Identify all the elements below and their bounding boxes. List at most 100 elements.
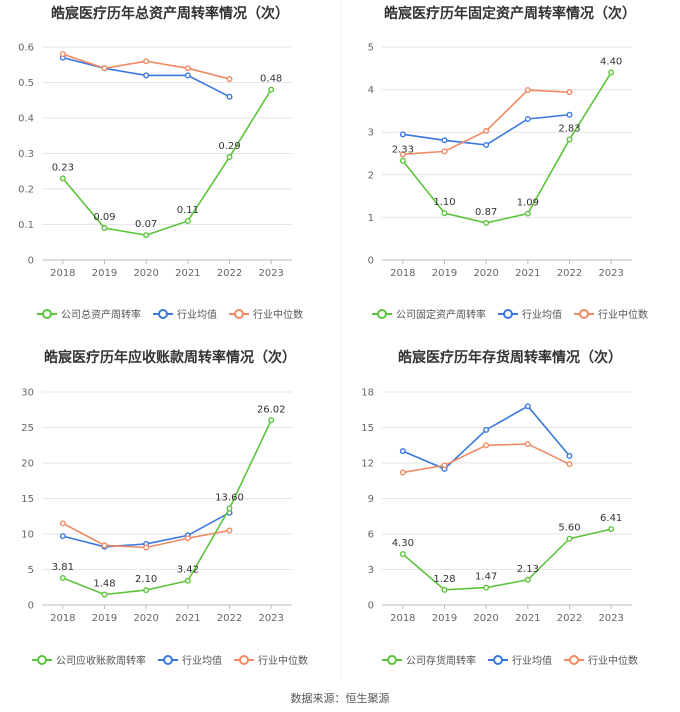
x-tick-label: 2023: [258, 268, 283, 279]
x-tick-label: 2022: [217, 268, 242, 279]
x-tick-label: 2020: [473, 613, 498, 624]
legend-item-median[interactable]: 行业中位数: [574, 306, 648, 321]
data-source: 数据来源：恒生聚源: [290, 692, 390, 705]
y-tick-label: 15: [361, 423, 374, 434]
series-line-avg: [402, 405, 571, 470]
panel-separator: [340, 0, 341, 680]
y-tick-label: 5: [368, 43, 374, 54]
y-tick-label: 3: [368, 565, 374, 576]
chart-legend: 公司应收账款周转率 行业均值 行业中位数: [0, 652, 340, 667]
data-point-median: [483, 127, 490, 134]
chart-legend: 公司固定资产周转率 行业均值 行业中位数: [340, 306, 680, 321]
data-point-median: [524, 441, 531, 448]
y-tick-label: 0.1: [18, 220, 34, 231]
legend-label: 行业均值: [512, 656, 552, 667]
legend-item-median[interactable]: 行业中位数: [234, 652, 308, 667]
data-point-median: [483, 442, 490, 449]
data-point-company: [399, 551, 406, 558]
data-point-company: [483, 219, 490, 226]
legend-item-company[interactable]: 公司固定资产周转率: [372, 306, 486, 321]
data-point-avg: [524, 403, 531, 410]
y-tick-label: 4: [368, 85, 374, 96]
y-tick-label: 25: [21, 423, 34, 434]
data-point-median: [184, 535, 191, 542]
legend-swatch: [37, 308, 57, 319]
legend-label: 行业中位数: [598, 310, 648, 321]
data-point-median: [566, 89, 573, 96]
data-label: 4.40: [600, 57, 622, 68]
x-tick-label: 2018: [390, 268, 415, 279]
y-tick-label: 12: [361, 459, 374, 470]
data-point-company: [524, 210, 531, 217]
x-tick-label: 2021: [175, 613, 200, 624]
data-label: 0.87: [475, 207, 497, 218]
legend-item-median[interactable]: 行业中位数: [229, 306, 303, 321]
legend-label: 公司总资产周转率: [61, 310, 141, 321]
data-label: 0.29: [218, 141, 240, 152]
data-point-median: [101, 65, 108, 72]
y-tick-label: 0: [368, 601, 374, 612]
x-tick-label: 2020: [133, 268, 158, 279]
x-tick-label: 2019: [92, 613, 117, 624]
y-tick-label: 0: [28, 601, 34, 612]
data-point-avg: [483, 426, 490, 433]
legend-label: 行业中位数: [258, 656, 308, 667]
legend-swatch: [158, 654, 178, 665]
chart-title: 皓宸医疗历年固定资产周转率情况（次）: [384, 6, 636, 22]
data-point-median: [101, 542, 108, 549]
y-tick-label: 2: [368, 170, 374, 181]
series-line-company: [402, 528, 612, 591]
receivables-turnover-chart: 皓宸医疗历年应收账款周转率情况（次） 0 5 10 15 20 25 30 2018 2019 2…: [0, 345, 340, 685]
data-point-company: [184, 217, 191, 224]
x-tick-label: 2019: [432, 613, 457, 624]
y-tick-label: 3: [368, 128, 374, 139]
x-tick-label: 2021: [515, 613, 540, 624]
data-point-company: [226, 154, 233, 161]
legend-swatch: [234, 654, 254, 665]
legend-label: 行业均值: [177, 310, 217, 321]
fixed-asset-turnover-chart: 皓宸医疗历年固定资产周转率情况（次） 0 1 2 3 4 5 2018 2019 2020 202…: [340, 0, 680, 340]
data-point-median: [143, 58, 150, 65]
series-line-company: [402, 72, 612, 224]
y-tick-label: 0.3: [18, 149, 34, 160]
legend-swatch: [382, 654, 402, 665]
chart-plot: 0 1 2 3 4 5 2018 2019 2020 2021 2022 2023 2.33 1.10 0.…: [368, 43, 632, 279]
legend-item-avg[interactable]: 行业均值: [488, 652, 552, 667]
legend-label: 行业中位数: [253, 310, 303, 321]
legend-item-median[interactable]: 行业中位数: [564, 652, 638, 667]
legend-item-avg[interactable]: 行业均值: [153, 306, 217, 321]
y-tick-label: 0.4: [18, 114, 34, 125]
data-label: 0.48: [260, 74, 282, 85]
data-point-avg: [143, 72, 150, 79]
data-point-median: [524, 87, 531, 94]
legend-label: 行业均值: [522, 310, 562, 321]
data-point-company: [101, 591, 108, 598]
x-tick-label: 2022: [217, 613, 242, 624]
data-point-company: [59, 175, 66, 182]
data-label: 3.81: [52, 562, 74, 573]
legend-item-company[interactable]: 公司总资产周转率: [37, 306, 141, 321]
chart-title: 皓宸医疗历年应收账款周转率情况（次）: [44, 350, 296, 366]
legend-item-company[interactable]: 公司存货周转率: [382, 652, 476, 667]
data-point-company: [399, 157, 406, 164]
data-point-avg: [524, 115, 531, 122]
data-point-company: [524, 576, 531, 583]
legend-swatch: [153, 308, 173, 319]
data-label: 0.07: [135, 219, 157, 230]
data-point-avg: [184, 72, 191, 79]
y-tick-label: 0.6: [18, 43, 34, 54]
legend-item-company[interactable]: 公司应收账款周转率: [32, 652, 146, 667]
legend-swatch: [32, 654, 52, 665]
x-tick-label: 2020: [473, 268, 498, 279]
x-tick-label: 2020: [133, 613, 158, 624]
data-point-company: [226, 505, 233, 512]
chart-plot: 0 5 10 15 20 25 30 2018 2019 2020 2021 2022 2023 3.81…: [21, 388, 292, 624]
legend-item-avg[interactable]: 行业均值: [498, 306, 562, 321]
y-tick-label: 0: [368, 256, 374, 267]
data-label: 1.28: [433, 574, 455, 585]
data-label: 1.47: [475, 572, 497, 583]
data-label: 1.09: [517, 198, 539, 209]
data-point-median: [399, 151, 406, 158]
data-label: 1.48: [93, 578, 115, 589]
legend-item-avg[interactable]: 行业均值: [158, 652, 222, 667]
